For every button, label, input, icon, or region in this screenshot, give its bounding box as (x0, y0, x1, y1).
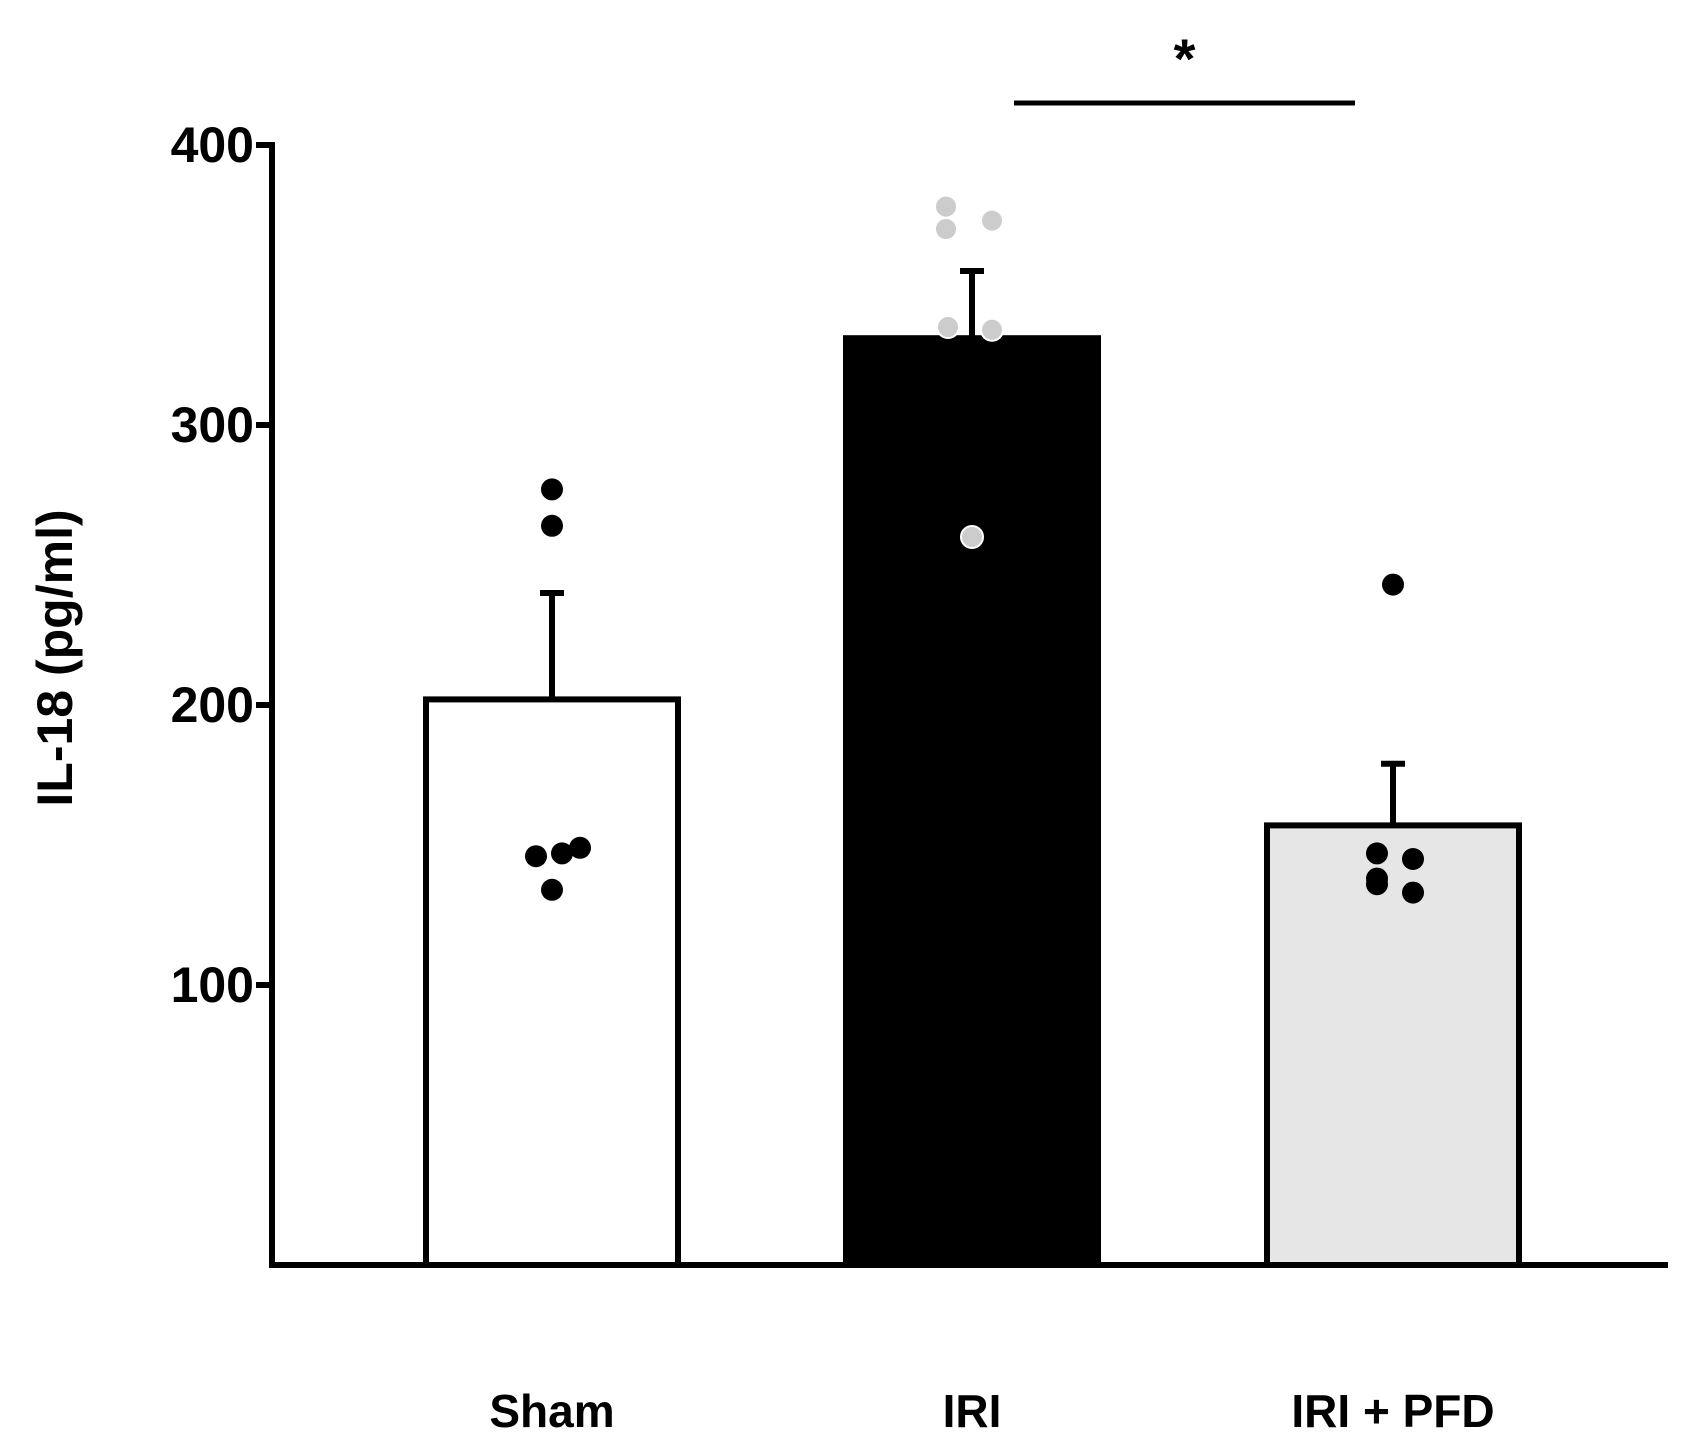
bar-sham (423, 696, 681, 1268)
y-axis-title: IL-18 (pg/ml) (27, 509, 83, 806)
data-point (569, 836, 591, 859)
data-point (541, 514, 563, 537)
x-tick-label: Sham (489, 1385, 614, 1437)
x-tick-label: IRI + PFD (1291, 1385, 1494, 1437)
y-tick-label: 300 (171, 397, 254, 453)
data-point (934, 194, 958, 219)
y-tick-label: 100 (171, 957, 254, 1013)
data-point (1382, 573, 1404, 596)
data-point (541, 878, 563, 901)
data-point (1402, 881, 1424, 904)
data-point (541, 478, 563, 501)
data-point (980, 208, 1004, 233)
data-point (1366, 873, 1388, 896)
bar-iri-pfd (1264, 822, 1522, 1269)
data-point (980, 317, 1004, 342)
data-point (934, 217, 958, 241)
data-point (1366, 842, 1388, 865)
data-point (936, 315, 960, 339)
significance-marker: * (1174, 27, 1196, 90)
x-tick-label: IRI (943, 1385, 1002, 1437)
data-point (960, 525, 984, 549)
bar-iri (843, 335, 1101, 1268)
data-point (525, 845, 547, 868)
data-point (1402, 848, 1424, 870)
data-point (551, 842, 573, 865)
y-tick-label: 400 (171, 117, 254, 173)
y-tick-label: 200 (171, 677, 254, 733)
